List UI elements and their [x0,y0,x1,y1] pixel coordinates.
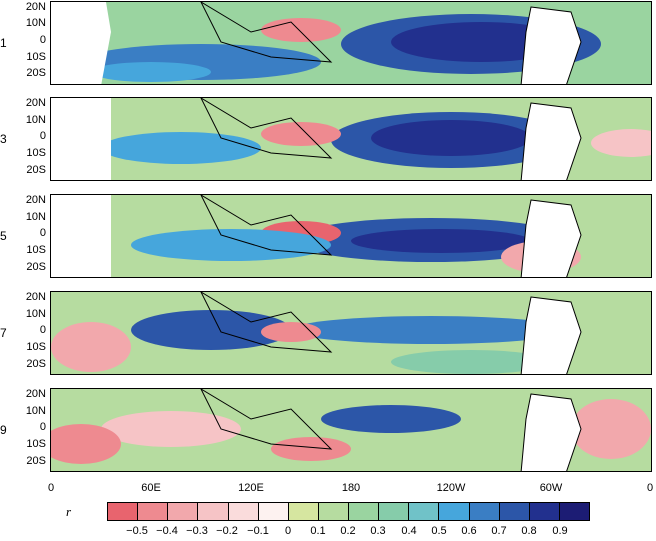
colorbar [107,502,590,521]
lead-label: 1 [0,36,7,50]
correlation-map [51,389,651,471]
colorbar-tick: 0.2 [340,525,356,537]
colorbar-cell [379,503,410,520]
lon-tick: 120W [436,482,466,494]
colorbar-tick: 0.5 [431,525,447,537]
lon-tick: 180 [341,482,361,494]
map-panel [50,1,652,85]
lat-tick: 0 [39,421,46,433]
colorbar-cell [108,503,139,520]
lon-tick: 0 [646,482,654,494]
map-panel [50,97,652,181]
lat-tick: 0 [39,130,46,142]
colorbar-tick: 0.9 [552,525,568,537]
colorbar-label: r [66,504,72,519]
colorbar-tick: −0.3 [186,525,208,537]
lon-tick: 0 [47,482,55,494]
lon-tick: 60E [141,482,161,494]
lat-tick: 10N [25,17,46,29]
lat-tick: 20S [26,358,46,370]
colorbar-tick: 0.8 [521,525,537,537]
lat-tick: 0 [39,34,46,46]
lat-tick: 10N [25,114,46,126]
colorbar-cell [258,503,289,520]
correlation-map [51,292,651,374]
correlation-map [51,98,651,180]
correlation-map [51,2,651,84]
lat-tick: 20N [25,194,46,206]
lat-tick: 20N [25,97,46,109]
lead-label: 5 [0,229,7,243]
colorbar-cell [529,503,560,520]
colorbar-cell [409,503,440,520]
lat-tick: 20N [25,291,46,303]
lat-tick: 10N [25,405,46,417]
colorbar-cell [318,503,349,520]
lat-tick: 20S [26,67,46,79]
lat-tick: 10S [26,341,46,353]
lat-tick: 10S [26,51,46,63]
colorbar-tick: 0 [284,525,292,537]
colorbar-cell [228,503,259,520]
lon-tick: 120E [238,482,264,494]
lat-tick: 20N [25,388,46,400]
lat-tick: 10S [26,147,46,159]
lat-tick: 20N [25,1,46,13]
lat-tick: 20S [26,455,46,467]
lead-label: 7 [0,326,7,340]
colorbar-tick: 0.1 [310,525,326,537]
colorbar-tick: −0.1 [247,525,269,537]
map-panel [50,291,652,375]
colorbar-tick: 0.6 [461,525,477,537]
lat-tick: 10N [25,211,46,223]
colorbar-cell [559,503,589,520]
colorbar-cell [349,503,380,520]
colorbar-cell [288,503,319,520]
lat-tick: 10S [26,244,46,256]
lead-label: 3 [0,132,7,146]
lat-tick: 20S [26,261,46,273]
colorbar-tick: 0.7 [491,525,507,537]
colorbar-cell [198,503,229,520]
colorbar-tick: −0.5 [126,525,148,537]
colorbar-cell [138,503,169,520]
map-panel [50,388,652,472]
lat-tick: 10S [26,438,46,450]
lon-tick: 60W [539,482,563,494]
correlation-map [51,195,651,277]
lat-tick: 20S [26,164,46,176]
colorbar-tick: −0.4 [156,525,178,537]
map-panel [50,194,652,278]
colorbar-tick: 0.4 [401,525,417,537]
colorbar-tick: −0.2 [216,525,238,537]
lat-tick: 0 [39,324,46,336]
colorbar-cell [439,503,470,520]
lead-label: 9 [0,423,7,437]
colorbar-cell [469,503,500,520]
colorbar-tick: 0.3 [370,525,386,537]
colorbar-cell [168,503,199,520]
colorbar-cell [499,503,530,520]
lat-tick: 10N [25,308,46,320]
lat-tick: 0 [39,227,46,239]
